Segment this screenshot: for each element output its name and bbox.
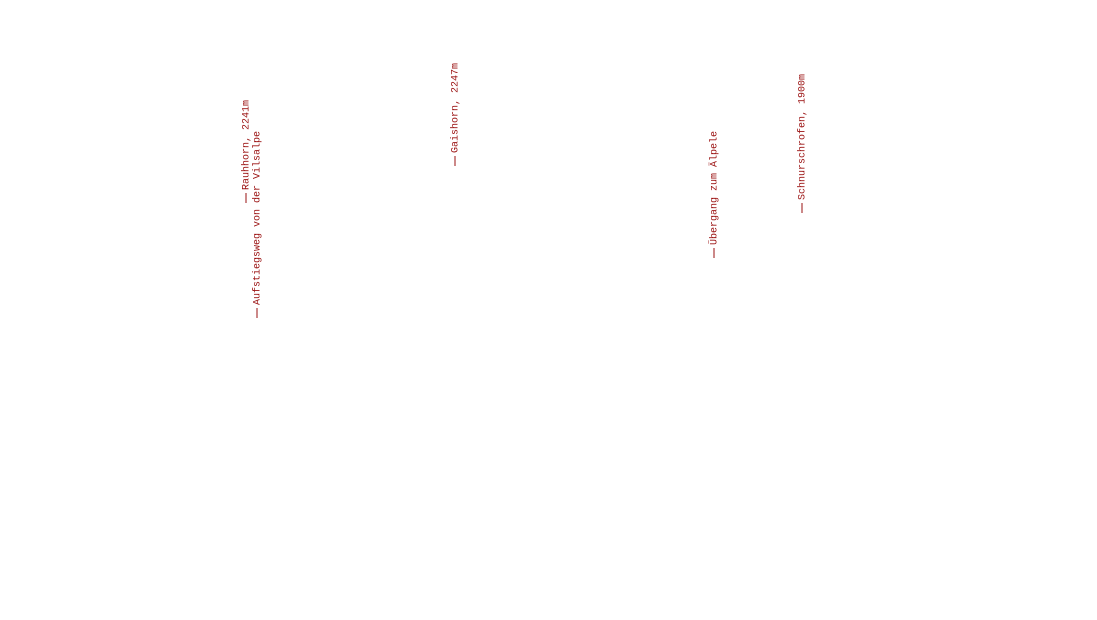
peak-label: Rauhhorn, 2241m	[241, 100, 253, 203]
label-text: Aufstiegsweg von der Vilsalpe	[252, 131, 264, 305]
peak-label: Gaishorn, 2247m	[450, 63, 462, 166]
label-text: Schnurschrofen, 1900m	[797, 74, 809, 200]
peak-label: Schnurschrofen, 1900m	[797, 74, 809, 213]
label-text: Übergang zum Älpele	[708, 131, 721, 245]
label-text: Rauhhorn, 2241m	[241, 100, 253, 190]
label-text: Gaishorn, 2247m	[450, 63, 462, 153]
peak-label: Übergang zum Älpele	[708, 131, 721, 258]
peak-label: Aufstiegsweg von der Vilsalpe	[252, 131, 264, 318]
